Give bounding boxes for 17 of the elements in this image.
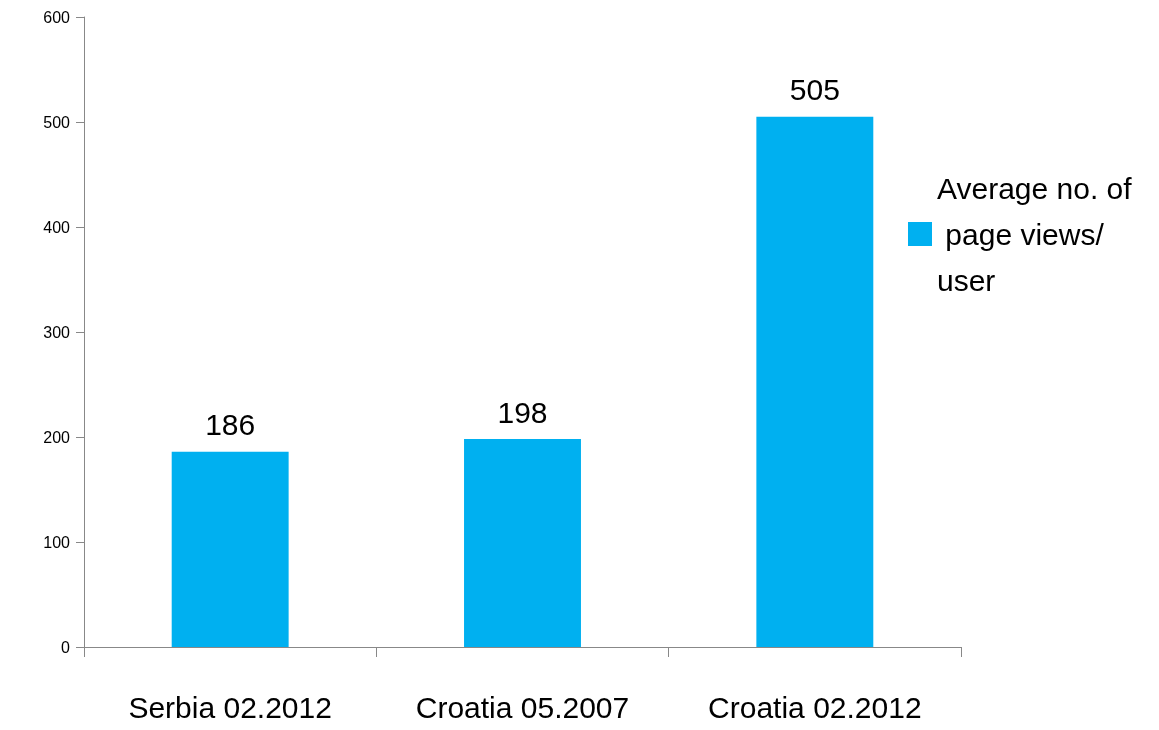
y-tick-label: 100: [43, 533, 71, 551]
data-label: 505: [789, 73, 840, 107]
y-tick-label: 500: [43, 113, 71, 131]
bar: [756, 116, 874, 647]
data-label: 198: [497, 395, 548, 429]
legend-label: Average no. of page views/user: [937, 171, 1133, 297]
y-tick-label: 400: [43, 218, 71, 236]
y-tick-label: 0: [61, 638, 71, 656]
bar: [171, 451, 289, 647]
y-tick-label: 200: [43, 428, 71, 446]
x-tick-label: Serbia 02.2012: [128, 690, 332, 724]
x-tick-label: Croatia 02.2012: [708, 690, 922, 724]
y-tick-label: 300: [43, 323, 71, 341]
data-label: 186: [205, 408, 256, 442]
y-tick-label: 600: [43, 8, 71, 26]
bar: [464, 439, 581, 647]
x-tick-label: Croatia 05.2007: [415, 690, 630, 724]
